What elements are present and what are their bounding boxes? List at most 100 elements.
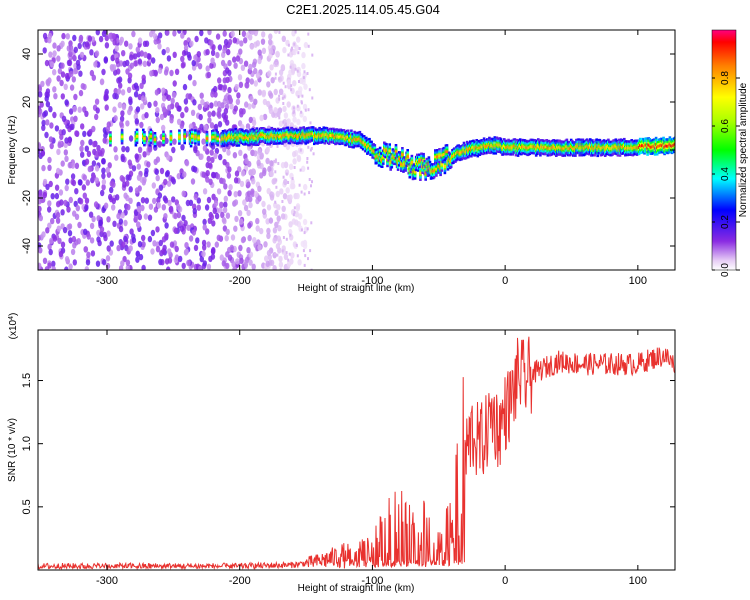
noise-cell	[221, 216, 227, 224]
noise-cell	[184, 106, 189, 113]
noise-cell	[203, 124, 208, 131]
noise-cell	[114, 45, 120, 52]
noise-cell	[302, 242, 308, 250]
noise-cell	[294, 30, 297, 34]
noise-cell	[197, 103, 202, 111]
noise-cell	[291, 177, 294, 181]
noise-cell	[236, 92, 241, 99]
noise-cell	[125, 264, 130, 270]
noise-cell	[307, 166, 310, 170]
ridge-cell	[400, 162, 403, 166]
noise-cell	[87, 165, 93, 173]
noise-cell	[281, 96, 284, 100]
noise-cell	[274, 160, 277, 164]
noise-cell	[261, 31, 266, 38]
noise-cell	[268, 39, 273, 46]
noise-cell	[206, 71, 212, 79]
noise-cell	[228, 97, 233, 105]
noise-cell	[68, 50, 73, 58]
noise-cell	[72, 68, 78, 75]
noise-cell	[248, 116, 253, 124]
noise-cell	[308, 191, 311, 195]
noise-cell	[192, 208, 197, 215]
noise-cell	[187, 54, 192, 61]
noise-cell	[56, 55, 61, 62]
noise-cell	[309, 121, 312, 125]
noise-cell	[48, 248, 53, 256]
noise-cell	[80, 123, 85, 130]
noise-cell	[249, 43, 255, 50]
noise-cell	[275, 235, 278, 239]
noise-cell	[277, 225, 282, 232]
noise-cell	[190, 109, 196, 117]
noise-cell	[43, 110, 48, 117]
noise-cell	[179, 225, 185, 232]
noise-cell	[159, 113, 165, 121]
noise-cell	[180, 62, 186, 69]
noise-cell	[303, 41, 309, 49]
noise-cell	[291, 30, 296, 37]
noise-cell	[109, 240, 114, 247]
noise-cell	[163, 197, 169, 204]
noise-cell	[237, 74, 243, 81]
noise-cell	[265, 260, 270, 268]
noise-cell	[152, 197, 157, 205]
noise-cell	[300, 190, 303, 194]
noise-cell	[302, 103, 308, 111]
noise-cell	[251, 178, 256, 185]
noise-cell	[303, 231, 306, 235]
noise-cell	[161, 95, 167, 102]
noise-cell	[126, 86, 132, 94]
noise-cell	[276, 235, 281, 242]
noise-cell	[282, 102, 285, 105]
x-tick-label: 100	[629, 275, 647, 287]
noise-cell	[262, 98, 268, 106]
noise-cell	[47, 77, 52, 84]
noise-cell	[282, 46, 287, 54]
noise-cell	[92, 141, 97, 148]
noise-cell	[308, 88, 311, 92]
noise-cell	[278, 77, 281, 81]
ridge-cell	[183, 135, 186, 138]
noise-cell	[259, 227, 264, 235]
noise-cell	[261, 200, 266, 208]
noise-cell	[161, 48, 166, 56]
noise-cell	[218, 153, 223, 161]
ridge-cell	[435, 167, 438, 171]
noise-cell	[292, 80, 297, 87]
noise-cell	[116, 244, 121, 252]
noise-cell	[78, 36, 83, 44]
noise-cell	[125, 68, 130, 75]
spectrogram-cells	[38, 30, 675, 270]
noise-cell	[63, 149, 68, 156]
noise-cell	[94, 98, 100, 105]
noise-cell	[229, 244, 234, 251]
noise-cell	[303, 192, 306, 196]
noise-cell	[282, 193, 288, 200]
noise-cell	[86, 233, 91, 240]
noise-cell	[225, 212, 231, 219]
noise-cell	[205, 48, 210, 56]
noise-cell	[211, 110, 216, 117]
noise-cell	[284, 122, 287, 126]
y-tick-label: 20	[21, 96, 33, 108]
noise-cell	[287, 53, 290, 57]
ridge-cell	[419, 171, 422, 175]
noise-cell	[139, 50, 144, 57]
noise-cell	[155, 107, 160, 114]
noise-cell	[257, 57, 262, 65]
noise-cell	[114, 154, 119, 161]
noise-cell	[71, 76, 77, 83]
noise-cell	[42, 178, 48, 186]
noise-cell	[101, 184, 106, 191]
noise-cell	[139, 121, 144, 129]
noise-cell	[73, 115, 78, 123]
noise-cell	[288, 163, 294, 170]
spectrogram-x-label: Height of straight line (km)	[298, 283, 415, 294]
noise-cell	[278, 261, 284, 268]
noise-cell	[45, 183, 50, 191]
noise-cell	[255, 217, 260, 225]
noise-cell	[48, 136, 54, 143]
noise-cell	[144, 40, 150, 47]
noise-cell	[243, 204, 249, 212]
